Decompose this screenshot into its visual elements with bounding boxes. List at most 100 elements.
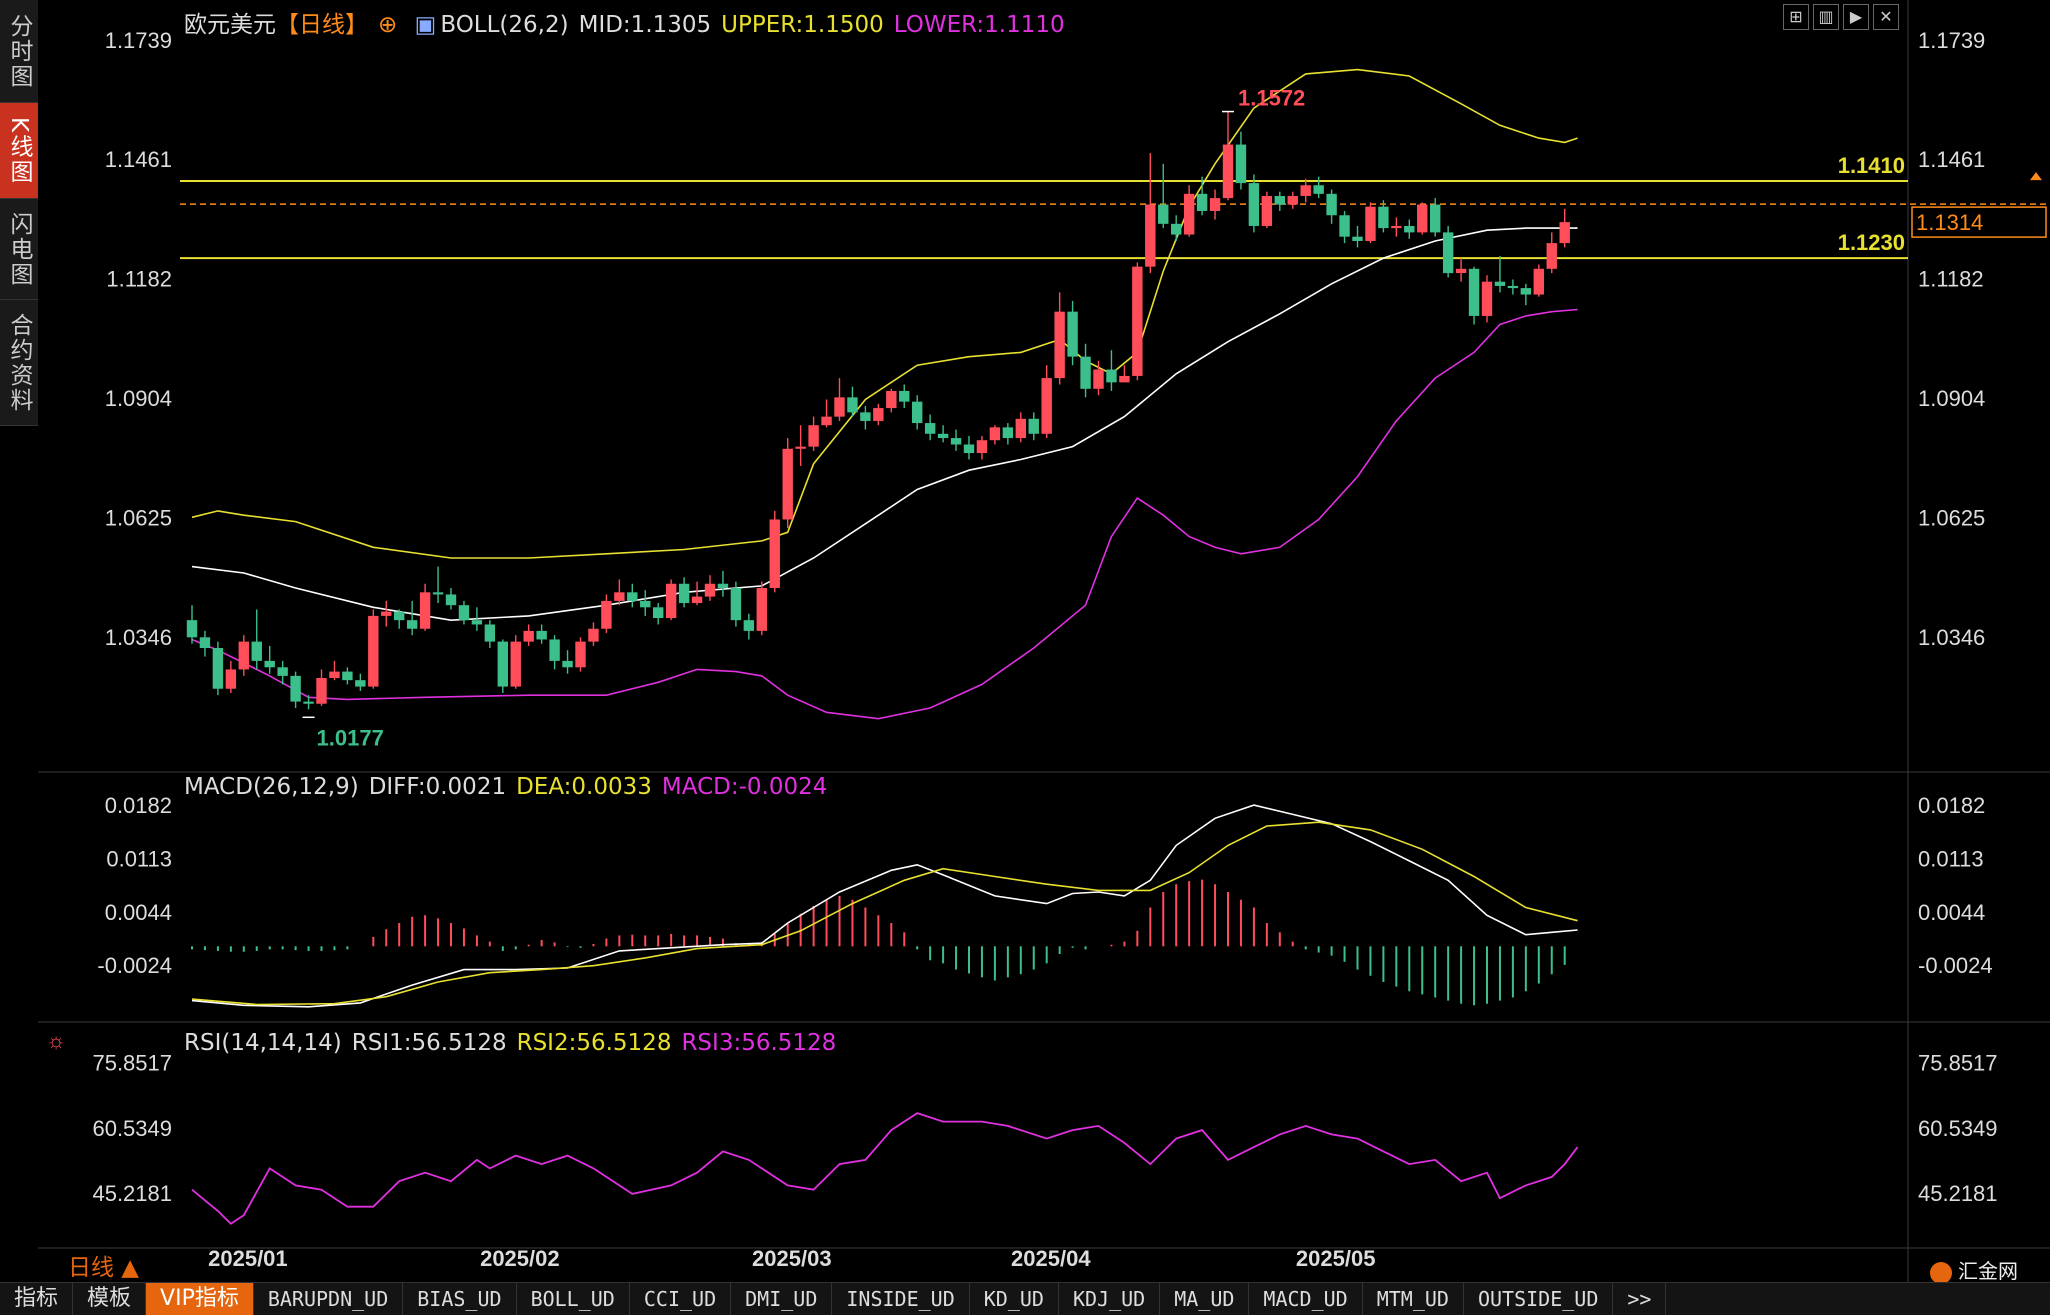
close-icon[interactable]: ✕ [1873, 4, 1899, 30]
indicator-tab-10[interactable]: KDJ_UD [1059, 1283, 1161, 1315]
level-label: 1.1410 [1838, 153, 1905, 178]
candle [847, 386, 858, 417]
candle-body [743, 620, 755, 631]
indicator-tab-8[interactable]: INSIDE_UD [832, 1283, 970, 1315]
candle [1183, 185, 1195, 237]
candle [1404, 219, 1415, 239]
period-selector[interactable]: 日线 ▲ [68, 1255, 139, 1281]
candle-body [691, 596, 703, 604]
current-price-box [1911, 206, 2047, 238]
candle-body [808, 425, 819, 447]
indicator-tab-4[interactable]: BIAS_UD [403, 1283, 517, 1315]
tab-kline[interactable]: K线图 [0, 103, 38, 199]
indicator-tab-6[interactable]: CCI_UD [630, 1283, 732, 1315]
candle-body [406, 620, 418, 629]
indicator-tab-15[interactable]: >> [1613, 1283, 1667, 1315]
candle-body [303, 701, 314, 704]
candle-body [601, 600, 612, 629]
grid-icon[interactable]: ⊞ [1783, 4, 1809, 30]
arrow-icon[interactable]: ▶ [1843, 4, 1869, 30]
macd-tick-label-right: 0.0044 [1918, 900, 1985, 925]
candle [368, 609, 379, 689]
macd-tick-label-right: 0.0113 [1918, 847, 1984, 872]
macd-value: MACD:-0.0024 [661, 774, 828, 800]
candle [963, 435, 975, 460]
candle-body [989, 427, 1001, 441]
candle [1507, 279, 1519, 295]
indicator-tab-5[interactable]: BOLL_UD [517, 1283, 630, 1315]
candle-body [653, 607, 664, 619]
indicator-tab-1[interactable]: 模板 [73, 1283, 147, 1315]
rsi1-value: RSI1:56.5128 [351, 1030, 507, 1056]
candle [355, 673, 366, 691]
candle-body [1261, 195, 1273, 226]
indicator-tab-0[interactable]: 指标 [0, 1283, 74, 1315]
candle-body [1481, 281, 1493, 316]
indicator-icon[interactable]: ▣ [414, 12, 437, 38]
macd-header: MACD(26,12,9) DIFF:0.0021 DEA:0.0033 MACD:-… [184, 774, 837, 800]
candle [562, 650, 573, 674]
candle-body [277, 667, 288, 676]
candle [1222, 111, 1234, 201]
crosshair-icon[interactable]: ⊕ [378, 12, 398, 38]
tab-label: K线图 [6, 116, 32, 185]
tab-lightning[interactable]: 闪电图 [0, 199, 38, 300]
candle-body [899, 390, 910, 402]
indicator-tab-13[interactable]: MTM_UD [1363, 1283, 1464, 1315]
indicator-tab-9[interactable]: KD_UD [970, 1283, 1059, 1315]
candle-body [1365, 206, 1376, 241]
candle [730, 581, 742, 627]
candle [795, 425, 806, 466]
boll-name: BOLL(26,2) [440, 12, 569, 38]
candle [1261, 191, 1273, 229]
candle-body [717, 583, 729, 589]
x-tick-label: 2025/02 [480, 1246, 560, 1271]
indicator-tab-2[interactable]: VIP指标 [146, 1283, 254, 1315]
candle-body [445, 594, 457, 606]
tab-contract-info[interactable]: 合约资料 [0, 300, 38, 426]
indicator-tab-3[interactable]: BARUPDN_UD [254, 1283, 404, 1315]
candle-body [523, 630, 534, 642]
candle-body [1158, 204, 1169, 224]
candle [1145, 153, 1156, 274]
candle [303, 695, 314, 710]
logo-text: 汇金网 [1958, 1259, 2018, 1283]
candle [1171, 215, 1182, 241]
period-label[interactable]: 【日线】 [276, 12, 368, 38]
candle-body [549, 639, 560, 661]
candle [976, 435, 988, 460]
candle [536, 624, 547, 644]
settings-icon[interactable]: ☼ [46, 1028, 67, 1053]
macd-diff: DIFF:0.0021 [368, 774, 507, 800]
y-tick-label-left: 1.1739 [105, 28, 172, 53]
candle [1158, 163, 1169, 229]
candle [277, 660, 288, 685]
candle-body [1300, 185, 1311, 196]
candle-body [821, 416, 832, 426]
tab-timeshare[interactable]: 分时图 [0, 0, 38, 103]
candle-body [614, 592, 625, 601]
rsi-tick-label-left: 45.2181 [92, 1181, 172, 1206]
candle-body [1080, 356, 1091, 389]
bar-icon[interactable]: ▥ [1813, 4, 1839, 30]
candle-body [1106, 369, 1117, 383]
high-price-label: 1.1572 [1238, 86, 1305, 111]
candle-body [381, 611, 392, 616]
candle [1067, 300, 1078, 366]
indicator-tab-12[interactable]: MACD_UD [1249, 1283, 1363, 1315]
candle-body [342, 671, 353, 681]
indicator-tab-11[interactable]: MA_UD [1160, 1283, 1250, 1315]
candle [329, 660, 340, 681]
candle-body [1248, 183, 1260, 226]
tab-label: 闪电图 [6, 211, 32, 287]
candle [1106, 350, 1117, 391]
candle [1054, 292, 1065, 385]
candle [186, 605, 198, 644]
candle [1417, 202, 1428, 235]
macd-tick-label-right: -0.0024 [1918, 953, 1993, 978]
indicator-tab-7[interactable]: DMI_UD [731, 1283, 833, 1315]
indicator-tab-14[interactable]: OUTSIDE_UD [1464, 1283, 1614, 1315]
candle [1132, 262, 1143, 381]
candle-body [1430, 204, 1441, 233]
candle-body [251, 641, 262, 661]
